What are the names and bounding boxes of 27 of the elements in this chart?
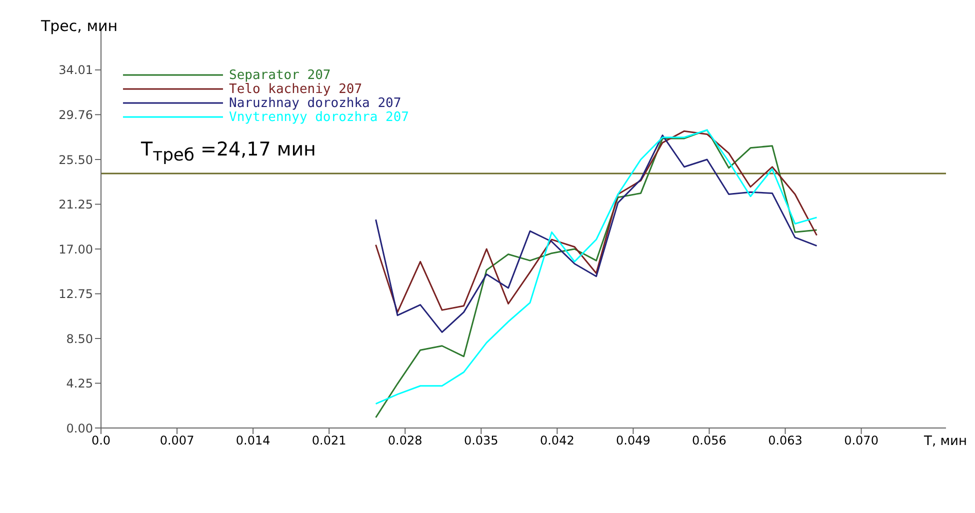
x-tick-label: 0.021 (312, 434, 346, 448)
y-tick-label: 25.50 (58, 152, 93, 167)
x-tick-label: 0.028 (388, 434, 422, 448)
y-tick-label: 12.75 (58, 287, 93, 302)
text: Telo kacheniy 207 (229, 82, 362, 96)
text: Naruzhnay dorozhka 207 (229, 96, 402, 110)
x-tick-label: 0.007 (160, 434, 194, 448)
y-tick-label: 8.50 (66, 332, 93, 346)
x-tick-label: 0.063 (768, 434, 802, 448)
text: Vnytrennyy dorozhra 207 (229, 110, 410, 124)
y-tick-label: 4.25 (66, 376, 93, 391)
y-tick-label: 34.01 (58, 63, 93, 78)
ref-line-label: T$_{треб}$ =24,17 мин (140, 138, 316, 166)
x-tick-label: 0.049 (616, 434, 650, 448)
y-tick-label: 29.76 (58, 108, 93, 122)
y-tick-label: 21.25 (58, 198, 93, 212)
x-tick-label: 0.056 (692, 434, 726, 448)
text: Separator 207 (229, 68, 331, 82)
y-axis-title: Трес, мин (40, 17, 118, 35)
y-tick-label: 0.00 (66, 421, 93, 436)
x-axis-title: T, мин (923, 434, 967, 449)
x-tick-label: 0.042 (540, 434, 574, 448)
x-tick-label: 0.0 (91, 434, 111, 448)
y-tick-label: 17.00 (58, 242, 93, 256)
x-tick-label: 0.035 (464, 434, 498, 448)
x-tick-label: 0.070 (844, 434, 878, 448)
x-tick-label: 0.014 (236, 434, 270, 448)
